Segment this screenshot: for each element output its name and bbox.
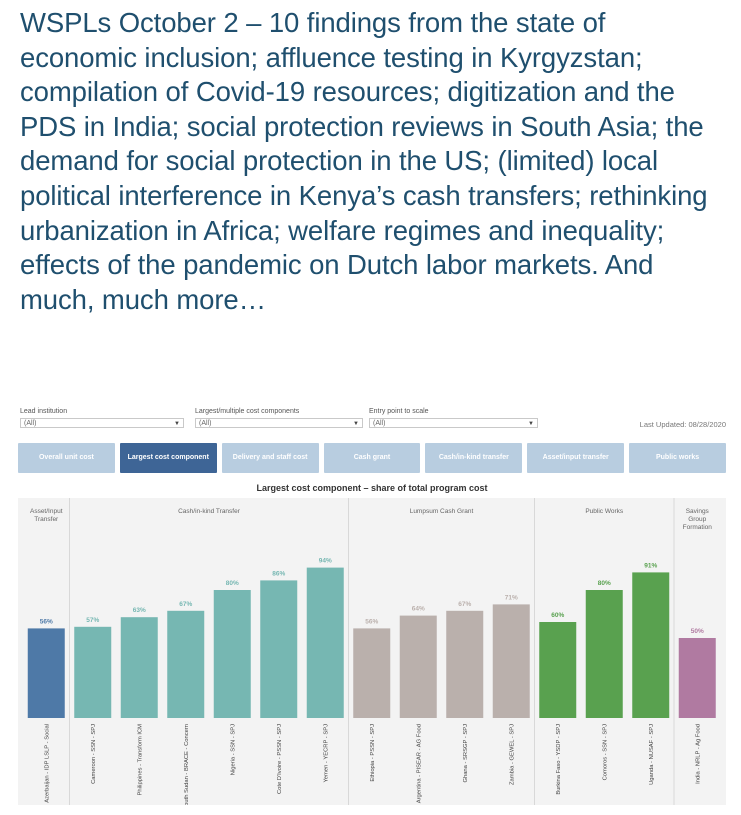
data-label: 60% <box>551 612 564 619</box>
filter-label: Entry point to scale <box>369 408 429 415</box>
category-tick-label: Azerbaijan - IDP LSLP - Social <box>44 724 50 803</box>
chevron-down-icon: ▼ <box>528 421 534 427</box>
bar <box>74 626 112 718</box>
dashboard-panel: Lead institution (All) ▼ Largest/multiple c… <box>18 408 726 805</box>
last-updated-label: Last Updated: 08/28/2020 <box>639 420 726 429</box>
category-tick-label: Ethiopia - PSSN - SPJ <box>370 724 376 782</box>
data-label: 57% <box>86 617 99 624</box>
category-tick-label: Ghana - SRSGP - SPJ <box>463 724 469 783</box>
tab-delivery-and-staff-cost[interactable]: Delivery and staff cost <box>221 443 319 473</box>
tab-largest-cost-component[interactable]: Largest cost component <box>119 443 217 473</box>
filter-value: (All) <box>373 420 386 427</box>
data-label: 56% <box>365 618 378 625</box>
category-tick-label: South Sudan - BRACE - Concern <box>184 724 190 805</box>
category-tick-label: Burkina Faso - YSDP - SPJ <box>556 724 562 795</box>
data-label: 91% <box>644 562 657 569</box>
data-label: 56% <box>40 618 53 625</box>
filter-value: (All) <box>24 420 37 427</box>
group-header: Transfer <box>34 516 59 523</box>
bar <box>446 610 484 718</box>
group-header: Group <box>688 516 706 523</box>
category-tick-label: Zambia - GEWEL - SPJ <box>509 724 515 785</box>
bar <box>539 622 577 718</box>
group-header: Savings <box>686 508 710 515</box>
filter-label: Largest/multiple cost components <box>195 408 300 415</box>
category-tick-label: Philippines - Transform ICM <box>137 724 143 796</box>
category-tick-label: Argentina - PISEAR - AG Food <box>416 724 422 803</box>
data-label: 67% <box>179 601 192 608</box>
tab-overall-unit-cost[interactable]: Overall unit cost <box>18 443 115 473</box>
chevron-down-icon: ▼ <box>353 421 359 427</box>
data-label: 80% <box>226 580 239 587</box>
data-label: 67% <box>458 601 471 608</box>
data-label: 63% <box>133 607 146 614</box>
category-tick-label: Cameroon - SSN - SPJ <box>91 724 97 784</box>
filter-dropdown[interactable]: (All) ▼ <box>369 418 538 428</box>
group-header: Formation <box>683 524 713 531</box>
group-header: Cash/in-kind Transfer <box>178 508 241 515</box>
filter-dropdown[interactable]: (All) ▼ <box>20 418 184 428</box>
chevron-down-icon: ▼ <box>174 421 180 427</box>
data-label: 80% <box>598 580 611 587</box>
data-label: 50% <box>691 628 704 635</box>
bar <box>585 590 623 718</box>
bar <box>306 567 344 718</box>
bar <box>27 628 65 718</box>
category-tick-label: Comoros - SSN - SPJ <box>602 724 608 780</box>
category-tick-label: Uganda - NUSAF - SPJ <box>649 724 655 785</box>
tab-asset-input-transfer[interactable]: Asset/input transfer <box>527 443 625 473</box>
article-headline: WSPLs October 2 – 10 findings from the s… <box>20 7 708 315</box>
bar <box>678 638 716 718</box>
data-label: 64% <box>412 606 425 613</box>
tab-public-works[interactable]: Public works <box>629 443 726 473</box>
bar <box>167 610 205 718</box>
filter-dropdown[interactable]: (All) ▼ <box>195 418 363 428</box>
group-header: Public Works <box>585 508 624 515</box>
tab-cash-in-kind-transfer[interactable]: Cash/in-kind transfer <box>425 443 523 473</box>
tab-cash-grant[interactable]: Cash grant <box>323 443 421 473</box>
bar <box>120 617 158 718</box>
tab-bar: Overall unit cost Largest cost component D… <box>18 443 726 473</box>
data-label: 86% <box>272 570 285 577</box>
data-label: 71% <box>505 594 518 601</box>
group-header: Asset/Input <box>30 508 63 515</box>
chart-title: Largest cost component – share of total … <box>256 483 488 493</box>
filter-label: Lead institution <box>20 408 68 415</box>
category-tick-label: India - NRLP - Ag Food <box>695 724 701 784</box>
category-tick-label: Nigeria - SSN - SPJ <box>230 724 236 775</box>
category-tick-label: Yemen - YECRP - SPJ <box>323 724 329 783</box>
bar <box>353 628 391 718</box>
bar <box>492 604 530 718</box>
category-tick-label: Cote D'Ivoire - PSSN - SPJ <box>277 724 283 794</box>
bar <box>399 615 437 718</box>
filter-value: (All) <box>199 420 212 427</box>
bar <box>260 580 298 718</box>
data-label: 94% <box>319 558 332 565</box>
bar <box>632 572 670 718</box>
bar <box>213 590 251 718</box>
group-header: Lumpsum Cash Grant <box>410 508 474 515</box>
